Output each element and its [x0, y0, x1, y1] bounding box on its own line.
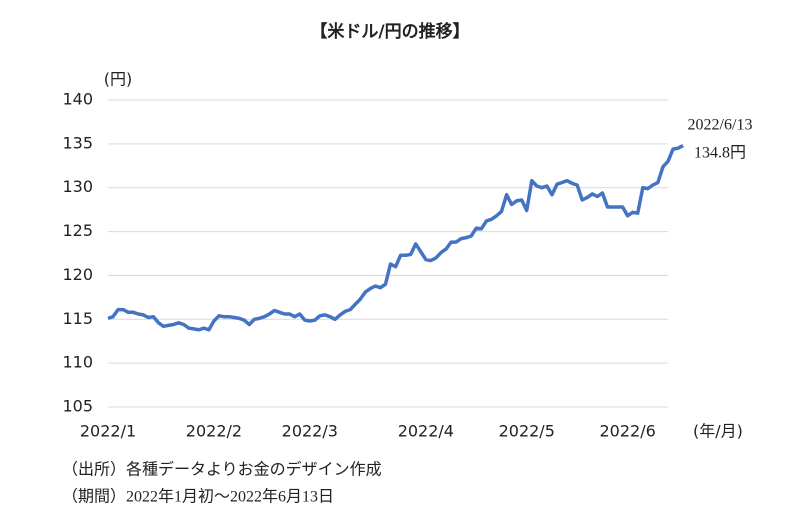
annotation: 134.8円	[694, 145, 746, 162]
x-tick-label: 2022/1	[80, 422, 136, 441]
x-tick-label: 2022/3	[282, 422, 338, 441]
x-tick-label: 2022/6	[599, 422, 655, 441]
y-tick-label: 140	[62, 90, 93, 109]
y-unit: (円)	[104, 70, 133, 89]
x-unit: (年/月)	[693, 422, 743, 441]
annotation: 2022/6/13	[688, 117, 753, 134]
x-tick-label: 2022/5	[499, 422, 555, 441]
x-tick-label: 2022/2	[186, 422, 242, 441]
y-tick-label: 120	[62, 265, 93, 284]
x-tick-label: 2022/4	[398, 422, 454, 441]
line	[107, 144, 684, 332]
note: （期間）2022年1月初～2022年6月13日	[62, 488, 334, 506]
y-tick-label: 135	[62, 133, 93, 152]
note: （出所）各種データよりお金のデザイン作成	[62, 460, 382, 479]
y-tick-label: 105	[62, 397, 93, 416]
y-tick-label: 115	[62, 309, 93, 328]
y-tick-label: 125	[62, 221, 93, 240]
chart-title: 【米ドル/円の推移】	[310, 21, 469, 42]
y-tick-label: 110	[62, 353, 93, 372]
y-tick-label: 130	[62, 177, 93, 196]
